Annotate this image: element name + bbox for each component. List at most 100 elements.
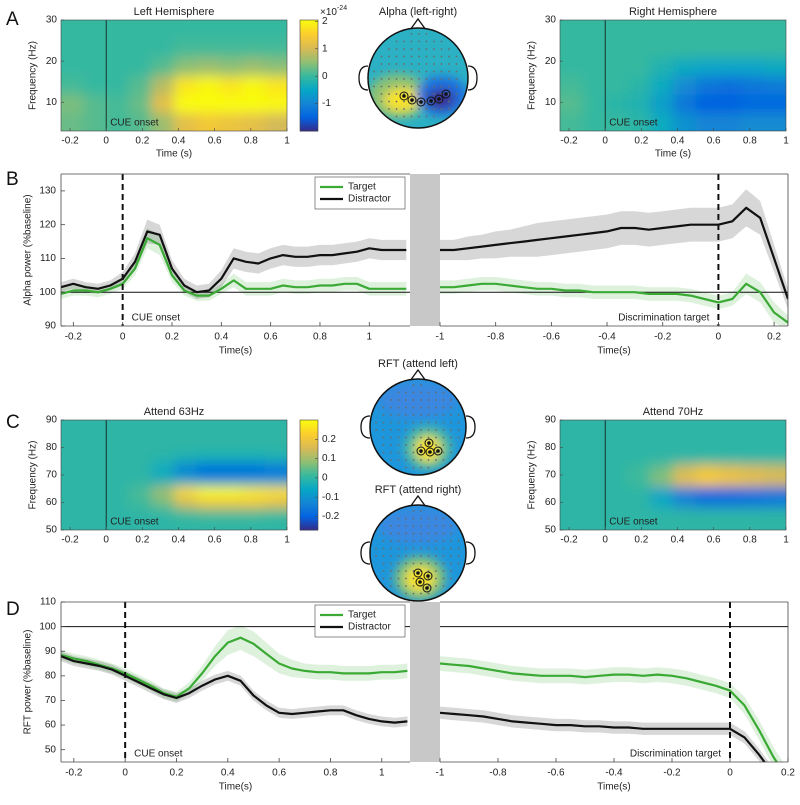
heatmap-cell [582,475,606,487]
colorbar-step [300,524,318,527]
y-tick-label: 60 [45,720,57,731]
topoplot-title: Alpha (left-right) [379,6,457,18]
sensor [457,414,460,416]
sensor [435,444,437,446]
sensor [410,48,413,50]
x-tick-label: 0.2 [135,136,149,147]
sensor [390,525,392,527]
sensor [425,78,428,80]
heatmap-cell [605,420,629,432]
topoplot [360,368,476,476]
colorbar-step [300,450,318,453]
sensor [435,577,437,580]
heatmap-cell [241,38,265,58]
sensor [418,40,420,43]
heatmap-cell [174,420,198,432]
sensor [450,429,452,431]
sensor [448,55,450,58]
sensor [427,562,430,565]
sensor [382,540,385,542]
sensor [450,399,452,401]
heatmap-cell [763,442,786,454]
colorbar-step [300,29,318,32]
sensor [405,451,407,454]
sensor [380,78,383,80]
sensor [435,399,437,401]
heatmap-cell [560,508,584,520]
colorbar-step [300,51,318,54]
sensor [427,406,430,409]
sensor [435,562,437,565]
colorbar-step [300,33,318,36]
axis-break [410,602,440,762]
sensor [412,532,415,535]
sensor [435,451,437,454]
colorbar-step [300,481,318,484]
error-band [440,656,784,762]
colorbar-step [300,128,318,131]
heatmap-cell [83,112,107,131]
colorbar-step [300,479,318,481]
selected-sensor [416,97,426,107]
sensor [427,532,430,535]
sensor [403,115,405,118]
sensor [397,517,400,520]
sensor [420,466,422,469]
sensor [390,547,392,550]
sensor [425,48,428,50]
sensor [436,449,440,453]
heatmap-cell [106,94,130,113]
heatmap-cell [174,94,198,113]
heatmap-cell [219,508,243,520]
series-line [440,711,766,762]
heatmap-cell [582,112,606,131]
sensor [375,421,377,424]
heatmap-cell [718,420,742,432]
y-tick-label: 90 [46,415,58,426]
topo-blobs [378,382,458,470]
colorbar-step [300,494,318,497]
heatmap-cell [196,442,220,454]
sensor [390,436,392,439]
heatmap-cell [196,486,220,498]
sensor [419,100,423,104]
annotation: CUE onset [134,749,183,760]
colorbar-step [300,31,318,33]
x-axis-label: Time (s) [156,149,192,160]
legend-label: Target [348,610,376,621]
heatmap-cell [582,420,606,432]
sensor [390,421,392,424]
sensor [435,570,437,572]
colorbar-step [300,114,318,117]
heatmap [560,20,786,131]
ear [465,415,476,439]
sensor [435,525,437,527]
heatmap-cell [241,420,265,432]
sensor [418,55,420,58]
heatmap-cell [83,94,107,113]
colorbar-step [300,83,318,86]
selected-sensor [441,89,451,99]
heatmap-cell [718,431,742,443]
colorbar-step [300,32,318,35]
sensor [418,48,420,50]
y-tick-label: 100 [39,621,56,632]
y-tick-label: 110 [40,597,56,608]
sensor [412,540,415,542]
colorbar-step [300,101,318,104]
sensor [425,108,428,110]
sensor [425,55,428,58]
heatmap-cell [718,464,742,476]
legend-label: Distractor [348,622,391,633]
heatmap-cell [264,38,287,58]
colorbar-step [300,129,318,132]
head-outline [367,27,469,129]
heatmap-cell [627,475,651,487]
heatmap-cell [673,442,697,454]
heatmap-cell [763,57,786,76]
sensor [442,444,445,446]
plot-area [61,219,410,301]
colorbar-step [300,520,318,523]
sensor [427,540,430,542]
sensor [440,55,443,58]
